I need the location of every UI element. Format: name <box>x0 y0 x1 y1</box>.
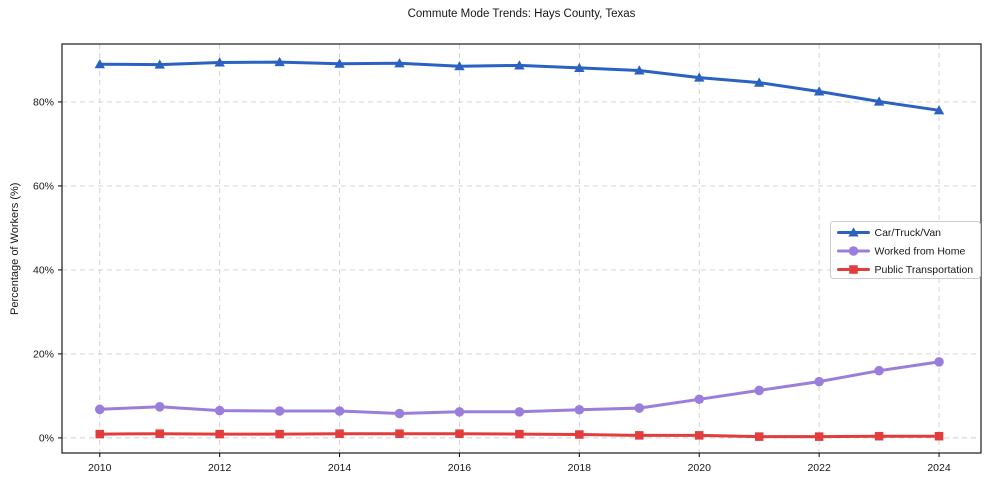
marker-triangle <box>933 105 945 115</box>
marker-square <box>814 432 824 441</box>
marker-square <box>455 429 464 438</box>
marker-square <box>635 431 644 440</box>
marker-circle <box>848 246 859 256</box>
y-tick-label: 60% <box>33 181 54 193</box>
x-tick-label: 2012 <box>208 462 232 474</box>
marker-circle <box>754 385 764 396</box>
marker-circle <box>574 404 585 415</box>
marker-square <box>575 430 584 439</box>
marker-circle <box>274 406 285 416</box>
marker-square <box>335 429 344 438</box>
marker-square <box>874 431 884 441</box>
chart-title: Commute Mode Trends: Hays County, Texas <box>407 8 636 20</box>
marker-circle <box>874 365 884 376</box>
marker-circle <box>934 357 944 367</box>
series-line-worked-from-home <box>98 360 941 415</box>
y-tick-label: 0% <box>39 433 54 445</box>
marker-triangle <box>848 227 859 237</box>
x-tick-label: 2016 <box>448 462 472 474</box>
marker-triangle <box>514 60 525 70</box>
marker-square <box>849 265 858 274</box>
x-tick-label: 2020 <box>688 462 712 474</box>
marker-triangle <box>334 58 345 68</box>
marker-triangle <box>154 59 165 69</box>
marker-triangle <box>214 57 225 67</box>
marker-circle <box>694 394 705 405</box>
legend-label: Public Transportation <box>875 264 974 276</box>
marker-triangle <box>274 56 285 67</box>
x-tick-label: 2024 <box>927 462 951 474</box>
marker-triangle <box>94 58 105 69</box>
marker-square <box>515 429 524 439</box>
marker-square <box>395 429 404 438</box>
marker-circle <box>214 405 225 416</box>
marker-triangle <box>753 77 765 87</box>
marker-square <box>694 431 704 440</box>
marker-square <box>155 429 164 438</box>
marker-square <box>934 431 944 441</box>
marker-triangle <box>454 61 465 71</box>
marker-triangle <box>634 65 645 75</box>
marker-circle <box>394 408 405 419</box>
marker-circle <box>514 407 525 417</box>
x-tick-label: 2022 <box>807 462 831 474</box>
y-tick-label: 40% <box>33 265 54 277</box>
marker-circle <box>814 376 824 387</box>
marker-square <box>215 429 224 439</box>
legend-label: Worked from Home <box>875 246 966 258</box>
marker-triangle <box>694 72 705 82</box>
marker-circle <box>634 403 645 413</box>
x-tick-label: 2010 <box>88 462 112 474</box>
x-tick-label: 2018 <box>568 462 592 474</box>
marker-triangle <box>813 86 825 96</box>
x-tick-label: 2014 <box>328 462 352 474</box>
marker-square <box>95 429 105 439</box>
marker-triangle <box>574 62 585 72</box>
marker-triangle <box>873 96 885 106</box>
marker-square <box>754 432 764 441</box>
y-tick-label: 20% <box>33 349 54 361</box>
legend-box <box>830 221 981 279</box>
marker-circle <box>334 406 345 416</box>
y-tick-label: 80% <box>33 97 54 109</box>
marker-triangle <box>394 58 405 68</box>
marker-circle <box>94 404 105 415</box>
marker-square <box>275 429 284 439</box>
legend-label: Car/Truck/Van <box>875 227 942 239</box>
marker-circle <box>154 402 165 412</box>
marker-circle <box>454 407 465 417</box>
